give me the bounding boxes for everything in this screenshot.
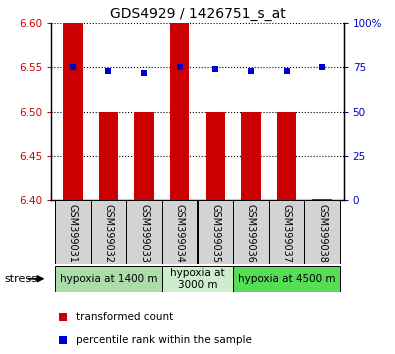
Text: transformed count: transformed count [76,312,173,322]
Text: percentile rank within the sample: percentile rank within the sample [76,335,252,346]
Text: GSM399034: GSM399034 [175,205,185,263]
Bar [63,23,83,200]
Text: GSM399031: GSM399031 [68,205,78,263]
Text: hypoxia at 1400 m: hypoxia at 1400 m [60,274,157,284]
Text: GSM399035: GSM399035 [210,205,220,263]
Bar [126,200,162,264]
Bar [233,266,340,292]
Bar [90,200,126,264]
Text: hypoxia at
3000 m: hypoxia at 3000 m [170,268,225,290]
Bar [233,200,269,264]
Bar [162,266,233,292]
Bar [241,112,261,200]
Bar [198,200,233,264]
Text: GSM399037: GSM399037 [282,205,292,263]
Bar [269,200,305,264]
Text: GSM399033: GSM399033 [139,205,149,263]
Bar [305,200,340,264]
Bar [170,23,190,200]
Text: stress: stress [4,274,37,284]
Title: GDS4929 / 1426751_s_at: GDS4929 / 1426751_s_at [110,7,285,21]
Text: hypoxia at 4500 m: hypoxia at 4500 m [238,274,335,284]
Text: GSM399036: GSM399036 [246,205,256,263]
Bar [134,112,154,200]
Bar [55,200,90,264]
Bar [99,112,118,200]
Bar [162,200,198,264]
Text: GSM399032: GSM399032 [103,205,113,263]
Bar [312,199,332,200]
Text: GSM399038: GSM399038 [317,205,327,263]
Bar [277,112,296,200]
Bar [55,266,162,292]
Bar [205,112,225,200]
